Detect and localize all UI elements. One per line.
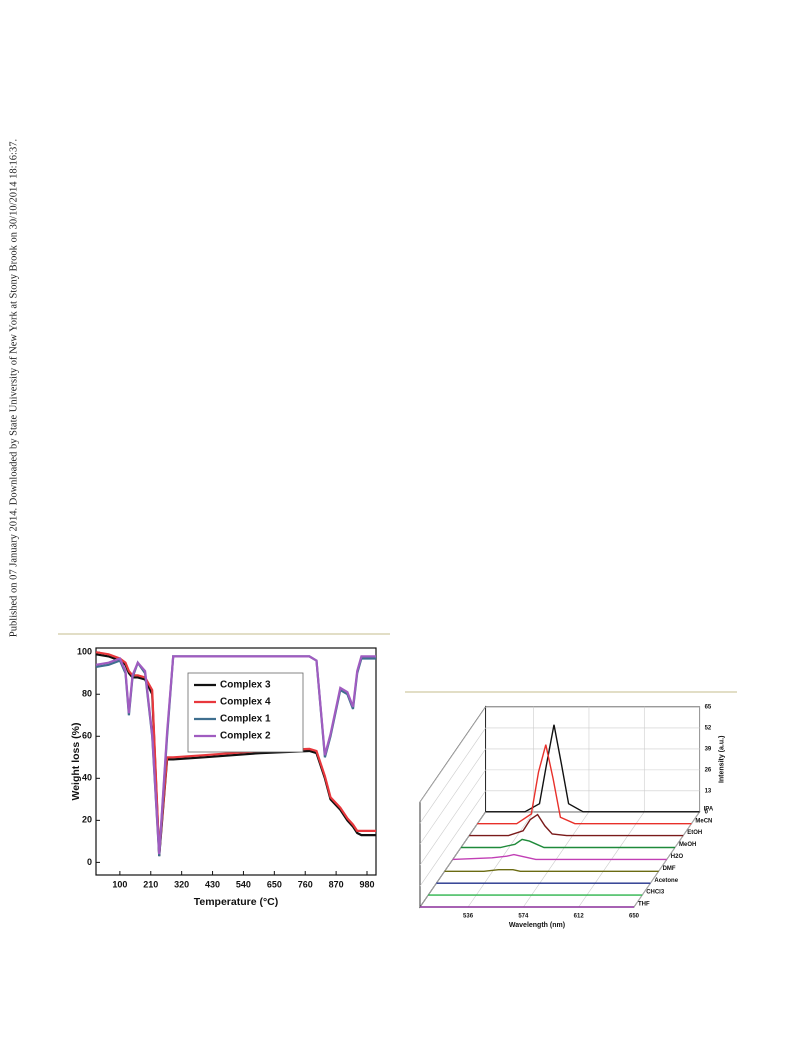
- x-tick-label: 612: [574, 914, 585, 920]
- series-label: H2O: [671, 854, 684, 860]
- legend-box: [187, 672, 304, 753]
- plot-frame: [95, 647, 377, 876]
- x-tick-label: 760: [298, 879, 313, 889]
- y-tick-label: 80: [82, 689, 92, 699]
- floor-grid-line: [467, 811, 534, 908]
- left-wall: [419, 705, 487, 909]
- x-tick-label: 540: [236, 879, 251, 889]
- z-tick-label: 0: [705, 809, 709, 815]
- y-tick-label: 60: [82, 731, 92, 741]
- y-tick-label: 0: [87, 857, 92, 867]
- x-axis-label: Wavelength (nm): [509, 922, 565, 929]
- series-label: EtOH: [687, 830, 702, 836]
- series-label: THF: [638, 902, 650, 908]
- x-tick-label: 536: [463, 914, 474, 920]
- left-grid-line: [419, 727, 486, 824]
- x-tick-label: 650: [267, 879, 282, 889]
- z-tick-label: 52: [705, 726, 712, 732]
- left-grid-line: [419, 748, 486, 845]
- z-axis-label: Intensity (a.u.): [718, 736, 725, 783]
- z-tick-label: 65: [705, 705, 712, 711]
- x-tick-label: 210: [143, 879, 158, 889]
- x-axis-label: Temperature (°C): [194, 896, 279, 908]
- data-line: [95, 651, 376, 855]
- z-tick-label: 13: [705, 788, 712, 794]
- x-tick-label: 320: [174, 879, 189, 889]
- series-label: MeCN: [695, 818, 712, 824]
- y-tick-label: 40: [82, 773, 92, 783]
- y-axis-label: Weight loss (%): [70, 723, 82, 801]
- left-grid-line: [419, 706, 486, 803]
- x-tick-label: 100: [112, 879, 127, 889]
- x-tick-label: 980: [359, 879, 374, 889]
- spectrum-line: [461, 838, 675, 849]
- series-label: MeOH: [679, 842, 696, 848]
- x-tick-label: 430: [205, 879, 220, 889]
- y-tick-label: 20: [82, 815, 92, 825]
- series-label: CHCl3: [646, 890, 665, 896]
- left-grid-line: [419, 769, 486, 866]
- data-line: [95, 655, 376, 855]
- y-tick-label: 100: [77, 647, 92, 657]
- legend-label: Complex 3: [220, 680, 271, 691]
- series-label: DMF: [663, 866, 676, 872]
- x-tick-label: 870: [329, 879, 344, 889]
- spectrum-line: [444, 869, 659, 872]
- back-wall: [485, 706, 701, 813]
- z-tick-label: 39: [705, 746, 712, 752]
- x-tick-label: 650: [629, 914, 640, 920]
- z-tick-label: 26: [705, 767, 712, 773]
- legend-label: Complex 2: [220, 731, 271, 742]
- spectrum-line: [469, 813, 684, 837]
- sidebar-note: Published on 07 January 2014. Downloaded…: [8, 139, 19, 637]
- legend-label: Complex 4: [220, 697, 271, 708]
- x-tick-label: 574: [518, 914, 529, 920]
- spectrum-line: [477, 744, 692, 825]
- spectrum-line: [452, 853, 667, 861]
- left-grid-line: [419, 790, 486, 887]
- series-label: Acetone: [654, 878, 678, 884]
- series-label: IPA: [704, 806, 714, 812]
- legend-label: Complex 1: [220, 714, 271, 725]
